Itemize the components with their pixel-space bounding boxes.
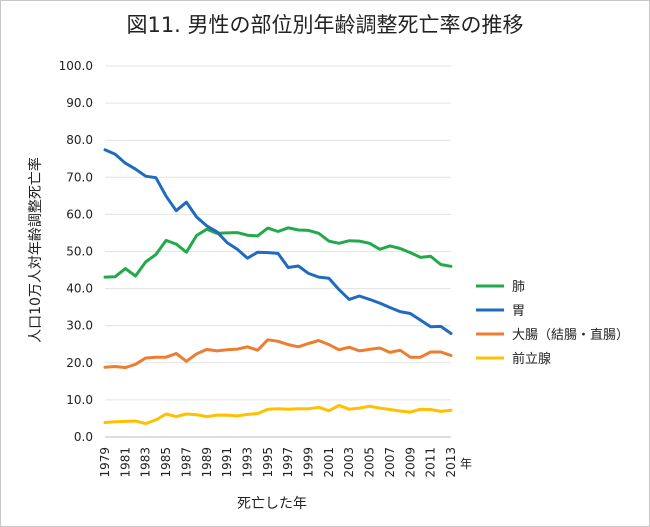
x-tick-label: 1985 [159, 447, 173, 478]
x-axis-label: 死亡した年 [237, 496, 307, 512]
y-tick-label: 90.0 [66, 96, 93, 110]
x-tick-label: 1995 [261, 447, 275, 478]
legend-label: 肺 [512, 280, 525, 295]
y-tick-label: 70.0 [66, 170, 93, 184]
chart-title: 図11. 男性の部位別年齢調整死亡率の推移 [126, 13, 523, 37]
y-tick-label: 60.0 [66, 207, 93, 221]
x-tick-label: 1981 [118, 447, 132, 478]
x-tick-label: 1991 [220, 447, 234, 478]
y-tick-label: 20.0 [66, 356, 93, 370]
x-tick-label: 2003 [342, 447, 356, 478]
x-tick-label: 2013 [444, 447, 458, 478]
x-axis: 1979 1981 1983 1985 1987 1989 1991 1993 1995 1997… [98, 447, 458, 478]
x-tick-label: 2011 [424, 447, 438, 478]
plot-area [103, 148, 453, 426]
legend-label: 前立腺 [512, 351, 551, 367]
y-tick-label: 0.0 [74, 430, 93, 444]
x-tick-label: 1999 [302, 447, 316, 478]
x-tick-label: 2001 [322, 447, 336, 478]
x-tick-label: 1997 [281, 447, 295, 478]
legend-label: 大腸（結腸・直腸） [512, 328, 629, 343]
y-tick-label: 30.0 [66, 319, 93, 333]
series-line [103, 404, 453, 426]
legend-label: 胃 [512, 304, 525, 319]
x-tick-label: 2005 [363, 447, 377, 478]
x-axis-unit: 年 [460, 457, 472, 471]
series-line [103, 226, 453, 279]
series-line [103, 338, 453, 370]
y-tick-label: 40.0 [66, 282, 93, 296]
x-tick-label: 1989 [200, 447, 214, 478]
gridlines [105, 65, 451, 438]
x-tick-label: 1987 [179, 447, 193, 478]
series-line [103, 148, 453, 335]
x-tick-label: 1979 [98, 447, 112, 478]
y-tick-label: 80.0 [66, 133, 93, 147]
x-tick-label: 2007 [383, 447, 397, 478]
x-tick-label: 1993 [240, 447, 254, 478]
y-axis-label: 人口10万人対年齢調整死亡率 [27, 157, 44, 343]
y-tick-label: 10.0 [66, 393, 93, 407]
x-tick-label: 1983 [139, 447, 153, 478]
y-tick-label: 50.0 [66, 245, 93, 259]
x-tick-label: 2009 [403, 447, 417, 478]
y-tick-label: 100.0 [59, 59, 93, 73]
y-axis: 0.0 10.0 20.0 30.0 40.0 50.0 60.0 70.0 80.0 90.0 1… [59, 59, 93, 444]
